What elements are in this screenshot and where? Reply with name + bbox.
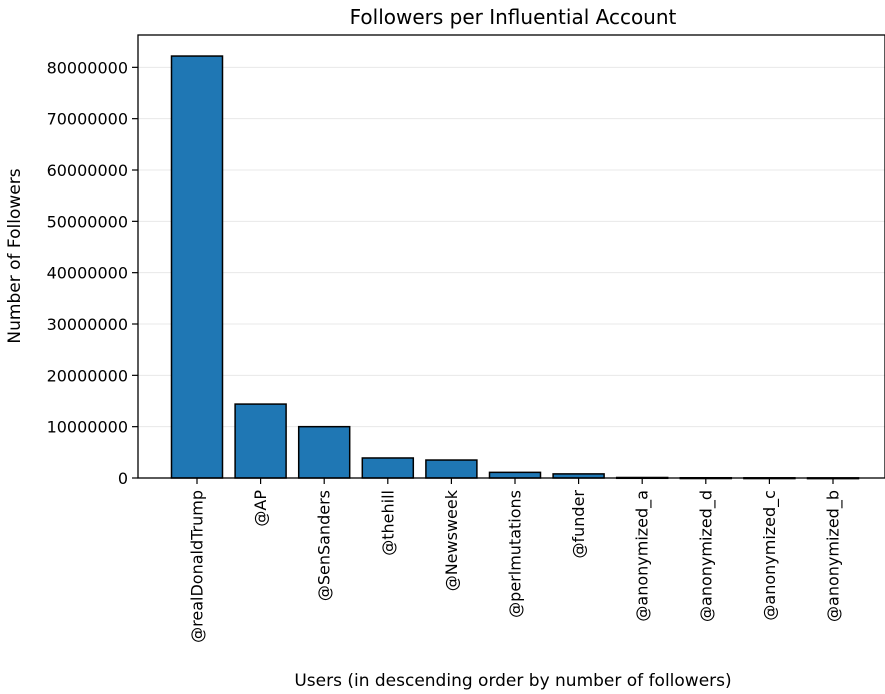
y-tick-label-6: 60000000	[47, 161, 128, 180]
x-tick-label-9: @anonymized_c	[760, 490, 780, 621]
x-tick-label-5: @perlmutations	[506, 490, 525, 618]
y-tick-label-2: 20000000	[47, 366, 128, 385]
plot-frame	[137, 34, 885, 479]
x-axis-label: Users (in descending order by number of …	[294, 671, 731, 691]
x-tick-label-7: @anonymized_a	[633, 490, 653, 622]
bar-0	[170, 55, 224, 479]
x-tick-label-6: @funder	[569, 490, 588, 559]
x-tick-label-1: @AP	[251, 490, 270, 527]
y-tick-label-1: 10000000	[47, 418, 128, 437]
bar-4	[425, 459, 478, 479]
bars	[170, 55, 860, 480]
bar-5	[488, 471, 542, 479]
x-tick-label-2: @SenSanders	[315, 490, 334, 601]
bar-1	[234, 403, 287, 479]
x-tick-label-4: @Newsweek	[442, 489, 461, 591]
y-tick-label-0: 0	[118, 469, 128, 488]
y-tick-label-3: 30000000	[47, 315, 128, 334]
bar-3	[361, 457, 415, 479]
chart-title: Followers per Influential Account	[350, 5, 677, 29]
x-tick-label-10: @anonymized_b	[824, 490, 844, 622]
y-tick-label-8: 80000000	[47, 58, 128, 77]
y-tick-label-4: 40000000	[47, 264, 128, 283]
x-tick-label-3: @thehill	[378, 490, 397, 556]
x-tick-label-8: @anonymized_d	[696, 490, 716, 622]
y-tick-label-5: 50000000	[47, 212, 128, 231]
x-tick-label-0: @realDonaldTrump	[188, 490, 207, 643]
y-tick-label-7: 70000000	[47, 110, 128, 129]
y-axis-label: Number of Followers	[5, 168, 25, 343]
x-axis-ticks: @realDonaldTrump @AP @SenSanders @thehill @N…	[188, 478, 844, 643]
y-axis-ticks: 0 10000000 20000000 30000000 40000000 5000000…	[47, 58, 138, 488]
bar-2	[297, 425, 351, 479]
